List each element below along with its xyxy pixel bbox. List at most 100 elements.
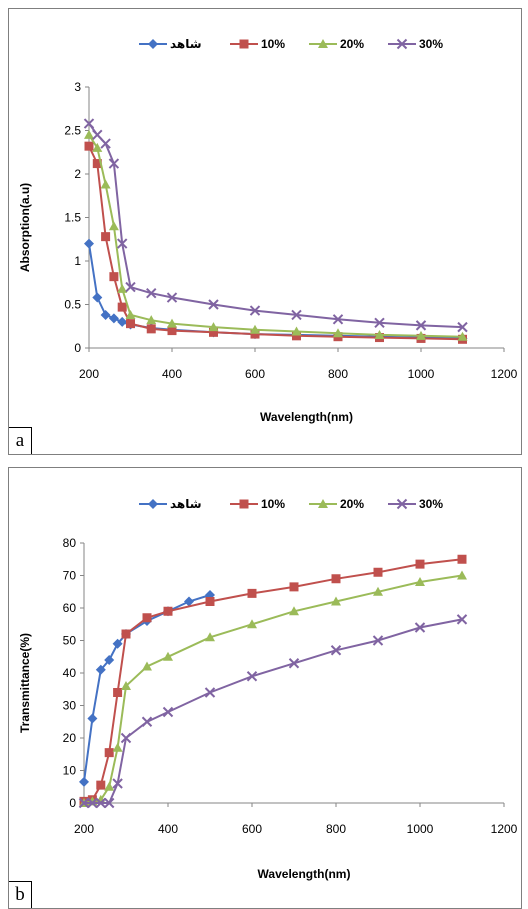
legend-entry: شاهد [139,497,202,511]
data-point [78,797,90,809]
x-tick-label: 800 [328,367,348,381]
series-4 [78,614,468,809]
panel-label-a: a [9,427,32,454]
x-tick-label: 200 [74,822,94,836]
series-3 [84,129,468,341]
data-point [142,661,152,671]
legend-marker [148,499,158,509]
data-point [108,313,119,324]
data-point [120,732,132,744]
data-point [331,596,341,606]
data-point [167,326,177,336]
y-axis-title: Absorption(a.u) [18,183,32,272]
data-point [373,567,383,577]
data-point [84,129,94,139]
y-tick-label: 10 [63,764,77,778]
data-point [456,614,468,625]
data-point [116,238,128,249]
data-point [288,658,300,669]
x-tick-label: 400 [162,367,182,381]
series-line [88,122,463,329]
legend-marker [239,499,249,509]
y-tick-label: 1.5 [64,211,81,225]
legend-entry: 30% [388,497,443,511]
y-tick-label: 70 [63,569,77,583]
data-point [117,302,127,312]
data-point [415,577,425,586]
data-point [117,316,128,327]
y-tick-label: 50 [63,634,77,648]
legend-marker [396,38,408,50]
y-tick-label: 40 [63,666,77,680]
chart-panel-b: 0 10 20 30 40 50 60 70 80 200 400 600 800 1000 1200 Wav… [8,467,522,909]
data-point [100,179,111,189]
series-line [84,618,463,804]
data-point [87,713,98,724]
legend-entry: 20% [309,37,364,51]
y-tick-label: 2 [74,167,81,181]
legend-label: 10% [261,37,285,51]
series-line [88,134,463,338]
legend-label: شاهد [170,37,202,51]
legend-label: شاهد [170,497,202,511]
legend-label: 10% [261,497,285,511]
data-point [87,797,98,809]
data-point [79,776,89,787]
data-point [291,309,302,321]
data-point [415,320,427,331]
data-point [117,283,128,293]
series-line [83,594,211,783]
series-4 [83,118,468,333]
data-point [112,778,123,789]
data-point [146,324,156,334]
data-point [104,781,115,791]
data-point [113,688,123,697]
x-tick-label: 1200 [491,367,518,381]
x-tick-label: 800 [326,822,346,836]
data-point [415,559,425,569]
data-point [126,319,135,329]
data-point [292,331,301,341]
data-point [249,305,261,316]
series-2 [79,554,467,806]
x-axis-title: Wavelength(nm) [260,410,353,424]
legend-label: 20% [340,37,364,51]
data-point [163,651,173,661]
series-line [88,145,463,341]
data-point [250,324,260,334]
legend-entry: 10% [230,497,285,511]
data-point [121,681,131,690]
data-point [83,118,95,129]
data-point [92,129,103,141]
legend-label: 30% [419,497,443,511]
legend-marker [239,39,249,49]
data-point [146,315,157,325]
x-tick-label: 1200 [491,822,518,836]
series-line [83,574,463,804]
data-point [414,622,426,633]
data-point [108,158,120,169]
x-tick-label: 200 [79,367,99,381]
data-point [333,328,343,338]
data-point [101,232,111,242]
data-point [209,327,218,337]
y-tick-label: 1 [74,254,81,268]
data-point [104,748,114,758]
data-point [100,309,111,320]
data-point [109,272,119,282]
x-tick-label: 400 [158,822,178,836]
data-point [247,588,257,598]
data-point [95,664,106,675]
data-point [167,318,177,328]
y-tick-label: 0.5 [64,298,81,312]
legend-label: 20% [340,497,364,511]
data-point [289,582,299,592]
data-point [108,221,119,231]
y-tick-label: 0 [69,796,76,810]
data-point [374,329,385,339]
data-point [141,716,153,727]
legend-entry: 20% [309,497,364,511]
data-point [457,331,468,341]
data-point [250,329,260,339]
data-point [205,597,215,606]
